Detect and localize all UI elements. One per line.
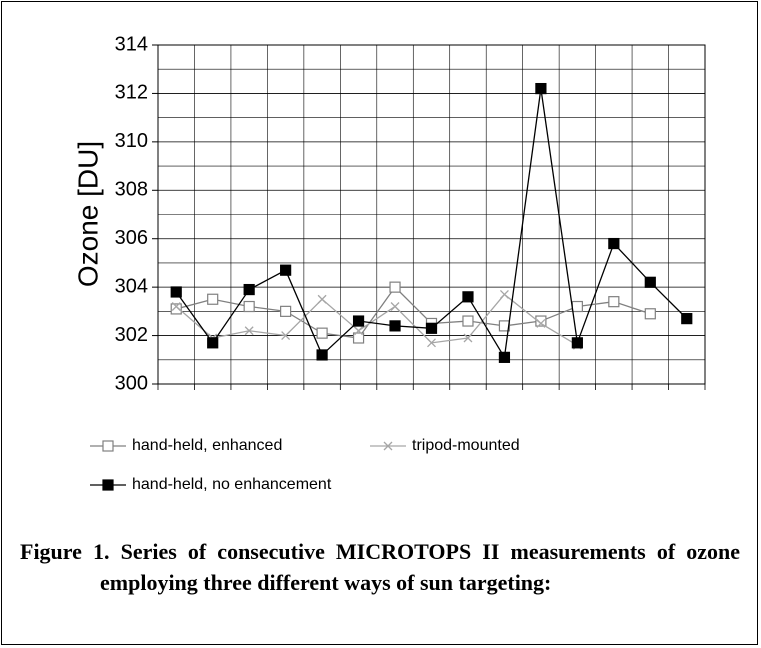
- data-point: [280, 305, 292, 317]
- legend-label: hand-held, no enhancement: [132, 476, 332, 493]
- data-point: [352, 332, 365, 344]
- legend-marker: [383, 441, 393, 451]
- data-point: [171, 302, 181, 311]
- data-point: [280, 264, 292, 276]
- data-point: [462, 291, 474, 303]
- legend-label: tripod-mounted: [412, 437, 520, 454]
- legend-label: hand-held, enhanced: [132, 437, 282, 454]
- data-point: [427, 338, 436, 348]
- y-tick-label: 308: [115, 179, 148, 201]
- data-point: [571, 337, 583, 349]
- data-point: [170, 286, 182, 298]
- data-point: [608, 296, 620, 308]
- data-point: [535, 315, 547, 327]
- y-axis-label: Ozone [DU]: [72, 141, 103, 287]
- legend-marker: [102, 440, 114, 452]
- y-tick-label: 310: [115, 130, 148, 152]
- y-tick-label: 314: [115, 33, 148, 55]
- data-point: [316, 327, 328, 339]
- series-line: [175, 293, 578, 346]
- data-point: [354, 326, 364, 336]
- y-tick-label: 302: [115, 324, 148, 346]
- figure-caption: Figure 1. Series of consecutive MICROTOP…: [20, 539, 740, 595]
- series-line: [175, 88, 688, 360]
- data-point: [390, 302, 400, 311]
- y-tick-label: 312: [115, 82, 148, 104]
- data-point: [207, 337, 219, 349]
- data-point: [608, 237, 620, 250]
- data-point: [535, 82, 547, 95]
- data-point: [244, 326, 254, 336]
- data-point: [498, 351, 511, 363]
- data-point: [644, 308, 656, 320]
- data-point: [389, 281, 401, 293]
- data-point: [644, 276, 656, 288]
- data-point: [425, 322, 438, 334]
- data-point: [170, 303, 182, 315]
- y-tick-label: 300: [115, 372, 148, 394]
- y-tick-label: 306: [115, 227, 148, 249]
- data-point: [499, 289, 509, 299]
- data-point: [243, 283, 255, 296]
- data-point: [207, 293, 219, 305]
- y-tick-label: 304: [115, 275, 148, 297]
- data-point: [681, 313, 693, 325]
- data-point: [281, 331, 291, 341]
- data-point: [571, 300, 583, 313]
- data-point: [316, 349, 328, 361]
- data-point: [463, 333, 473, 343]
- data-point: [462, 315, 474, 327]
- data-point: [317, 294, 327, 304]
- data-point: [536, 319, 546, 328]
- plot-border: [157, 44, 706, 385]
- legend-marker: [102, 479, 114, 491]
- data-point: [352, 315, 365, 327]
- data-point: [389, 320, 401, 332]
- data-point: [243, 300, 255, 313]
- series-line: [176, 286, 651, 339]
- data-point: [498, 320, 511, 332]
